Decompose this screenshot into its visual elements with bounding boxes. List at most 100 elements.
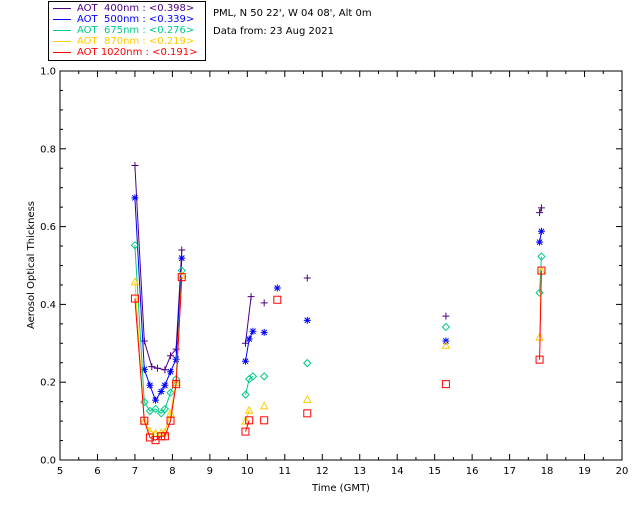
series-line [539,270,542,360]
data-point [177,273,186,282]
data-point [146,381,154,389]
data-point [273,284,281,292]
data-series [130,162,546,445]
series-line [245,296,252,344]
legend-label: AOT 400nm : <0.398> [77,3,195,14]
x-tick-label: 18 [541,466,554,477]
data-point [537,204,545,212]
data-point [535,288,544,297]
x-tick-label: 15 [428,466,441,477]
legend-item-500nm: AOT 500nm : <0.339> [53,14,194,25]
data-point [303,274,311,282]
data-point [145,433,154,442]
data-point [248,372,258,381]
data-point [537,252,546,261]
data-point [244,405,254,414]
y-tick-label: 0.0 [40,456,56,467]
data-point [273,295,282,304]
data-point [178,246,186,254]
x-axis-label: Time (GMT) [311,483,370,494]
x-tick-label: 9 [207,466,213,477]
series-line [134,165,183,371]
data-point [166,416,175,425]
data-point [152,396,160,404]
y-axis-label: Aerosol Optical Thickness [26,201,37,329]
legend-item-870nm: AOT 870nm : <0.219> [53,36,194,47]
y-tick-label: 0.2 [40,378,56,389]
series-3 [130,266,546,437]
data-point [259,401,269,410]
x-tick-label: 11 [278,466,291,477]
data-point [172,355,180,363]
legend-swatch [53,8,71,9]
x-tick-label: 10 [241,466,254,477]
data-point [166,408,175,417]
data-point [161,381,169,389]
legend-item-675nm: AOT 675nm : <0.276> [53,25,194,36]
data-point [241,357,249,365]
x-tick-label: 13 [353,466,366,477]
data-point [536,209,544,217]
data-point [535,355,544,364]
legend-swatch [53,52,71,53]
data-point [167,368,175,376]
data-point [536,238,544,246]
legend-label: AOT 1020nm : <0.191> [77,47,198,58]
x-tick-label: 5 [57,466,63,477]
legend-label: AOT 675nm : <0.276> [77,25,195,36]
legend-label: AOT 500nm : <0.339> [77,14,195,25]
x-tick-label: 20 [616,466,629,477]
series-line [245,375,254,395]
data-point [537,227,545,235]
data-point [302,394,312,403]
data-point [178,254,186,262]
x-tick-label: 6 [94,466,100,477]
data-point [247,293,255,301]
data-point [140,416,149,425]
data-point [167,352,175,360]
data-point [161,366,169,374]
data-point [151,404,160,414]
data-point [537,266,546,275]
legend-swatch [53,30,71,31]
data-point [130,277,140,286]
data-point [441,380,450,389]
series-4 [130,266,546,445]
site-location: PML, N 50 22', W 04 08', Alt 0m [213,8,372,19]
data-point [130,241,140,250]
series-0 [131,162,545,374]
series-line [245,420,250,432]
data-point [153,364,161,372]
x-tick-label: 19 [578,466,591,477]
data-point [131,194,139,202]
data-point [303,409,312,418]
data-point [241,339,249,347]
x-tick-label: 17 [503,466,516,477]
data-point [259,372,269,381]
data-point [441,322,451,332]
data-point [160,404,170,414]
series-line [539,256,542,293]
data-point [157,388,165,396]
data-point [260,328,268,336]
data-point [303,358,312,368]
data-point [260,416,269,425]
data-point [441,340,451,349]
y-tick-label: 0.6 [40,222,56,233]
y-tick-label: 0.8 [40,144,56,155]
data-point [130,294,139,303]
data-point [166,388,175,397]
series-1 [131,194,545,404]
series-2 [130,241,546,418]
x-tick-label: 8 [169,466,175,477]
x-tick-label: 16 [466,466,479,477]
data-date: Data from: 23 Aug 2021 [213,26,334,37]
axis-ticks: 5 6 7 8 9 10 11 12 13 14 15 16 17 18 19 20 0.0 0.2 0.4 0.6 0… [40,67,628,478]
x-tick-label: 14 [391,466,404,477]
data-point [303,316,311,324]
data-point [245,335,253,343]
data-point [241,427,250,436]
data-point [140,337,148,345]
data-point [140,397,149,407]
